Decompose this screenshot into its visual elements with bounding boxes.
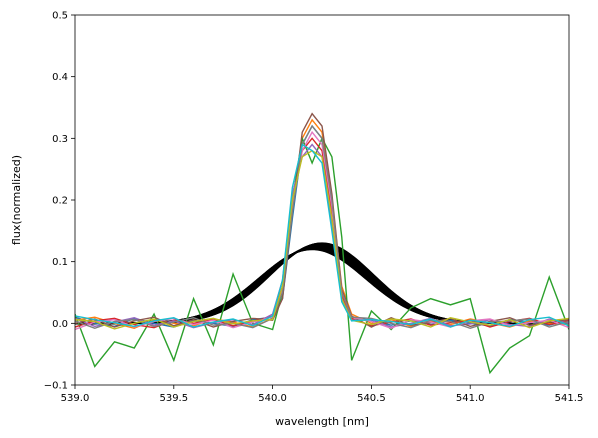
x-tick-label: 540.0 (258, 393, 287, 404)
y-tick-label: 0.1 (52, 257, 68, 268)
x-tick-label: 541.0 (456, 393, 485, 404)
series-line-8 (75, 124, 569, 330)
x-axis: 539.0 539.5 540.0 540.5 541.0 541.5 (61, 385, 584, 404)
series-line-9 (75, 149, 569, 330)
plot-background (75, 15, 569, 385)
x-tick-label: 541.5 (555, 393, 584, 404)
y-axis-label: flux(normalized) (10, 155, 23, 245)
x-tick-label: 540.5 (357, 393, 386, 404)
y-tick-label: 0.2 (52, 196, 68, 207)
x-tick-label: 539.5 (159, 393, 188, 404)
series-line-6 (75, 112, 569, 328)
y-tick-label: 0.3 (52, 134, 68, 145)
plot-area (74, 14, 570, 386)
x-tick-label: 539.0 (61, 393, 90, 404)
series-line-10 (75, 143, 569, 328)
series-layer (75, 112, 569, 375)
y-tick-label: 0.0 (52, 319, 68, 330)
y-tick-label: 0.5 (52, 11, 68, 22)
y-axis: −0.1 0.0 0.1 0.2 0.3 0.4 0.5 (44, 11, 75, 392)
x-axis-label: wavelength [nm] (275, 415, 369, 428)
y-tick-label: 0.4 (52, 72, 68, 83)
y-tick-label: −0.1 (44, 381, 68, 392)
